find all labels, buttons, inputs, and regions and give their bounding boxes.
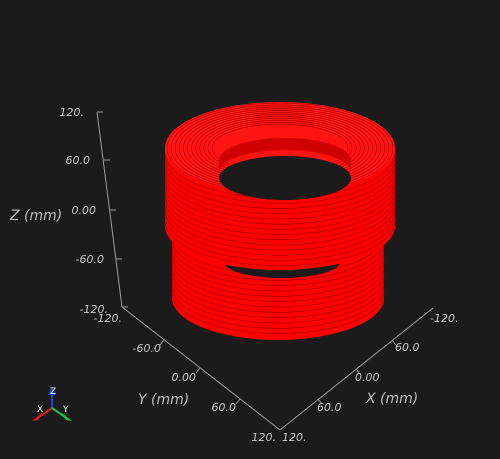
winding-line: [171, 276, 385, 318]
z-tick-label: 60.0: [66, 154, 91, 167]
winding-line: [171, 287, 385, 329]
winding-line: [171, 265, 385, 308]
orientation-triad[interactable]: Z X Y: [32, 387, 72, 421]
triad-x-axis: [38, 407, 53, 418]
x-tick-label: -120.: [430, 312, 458, 325]
y-tick-label: 60.0: [212, 401, 237, 414]
winding-line: [164, 220, 396, 267]
winding-line: [164, 210, 396, 256]
winding-line: [171, 239, 385, 281]
winding-line: [164, 205, 396, 251]
winding-line: [171, 281, 385, 324]
winding-line: [164, 194, 396, 241]
y-tick-label: -60.0: [133, 342, 161, 355]
y-tick-label: 120.: [252, 431, 277, 444]
y-axis-title: Y (mm): [138, 392, 189, 408]
x-tick-label: 60.0: [317, 401, 342, 414]
triad-z-label: Z: [50, 387, 56, 397]
winding-line: [171, 271, 385, 313]
x-tick-label: 60.0: [395, 341, 420, 354]
x-axis-title: X (mm): [365, 391, 418, 407]
y-axis-line: [121, 306, 281, 431]
winding-line: [164, 158, 396, 204]
z-tick-label: 0.00: [72, 204, 97, 217]
coil-top-hole: [219, 156, 351, 200]
winding-line: [164, 215, 396, 261]
winding-line: [164, 179, 396, 225]
triad-y-label: Y: [62, 405, 69, 415]
coil-bottom-base: [172, 256, 384, 340]
triad-x-label: X: [37, 405, 43, 415]
triad-y-axis: [51, 407, 66, 418]
z-tick-label: -60.0: [76, 253, 104, 266]
z-axis-line: [96, 111, 123, 308]
winding-line: [171, 249, 385, 292]
winding-line: [164, 163, 396, 209]
axis-lines: [96, 111, 434, 431]
z-tick-label: 120.: [60, 106, 85, 119]
winding-line: [164, 189, 396, 235]
winding-line: [164, 184, 396, 230]
y-axis-ticks: -120. -60.0 0.00 60.0 120.: [94, 312, 276, 444]
triad-z-arrow: [48, 387, 56, 395]
coil-top[interactable]: [164, 102, 396, 270]
x-axis-ticks: 120. 60.0 0.00 60.0 -120.: [282, 312, 458, 444]
y-tick-label: 0.00: [172, 371, 197, 384]
y-tick-label: -120.: [94, 312, 122, 325]
coil-top-windings: [164, 153, 396, 267]
x-tick-label: 0.00: [355, 371, 380, 384]
coil-top-base: [165, 182, 395, 270]
x-tick-label: 120.: [282, 431, 307, 444]
z-axis-title: Z (mm): [9, 208, 62, 224]
z-axis-ticks: 120. 60.0 0.00 -60.0 -120.: [60, 106, 109, 316]
winding-line: [171, 255, 385, 297]
winding-line: [171, 244, 385, 286]
z-tick-label: -120.: [80, 303, 108, 316]
triad-x-arrow: [32, 413, 42, 421]
winding-line: [164, 199, 396, 246]
winding-line: [171, 292, 385, 334]
winding-line: [171, 260, 385, 302]
winding-line: [164, 168, 396, 215]
triad-y-arrow: [62, 413, 72, 421]
winding-line: [164, 173, 396, 220]
coil-top-top-rings: [166, 102, 394, 194]
coil-top-inner-wall: [219, 138, 351, 172]
